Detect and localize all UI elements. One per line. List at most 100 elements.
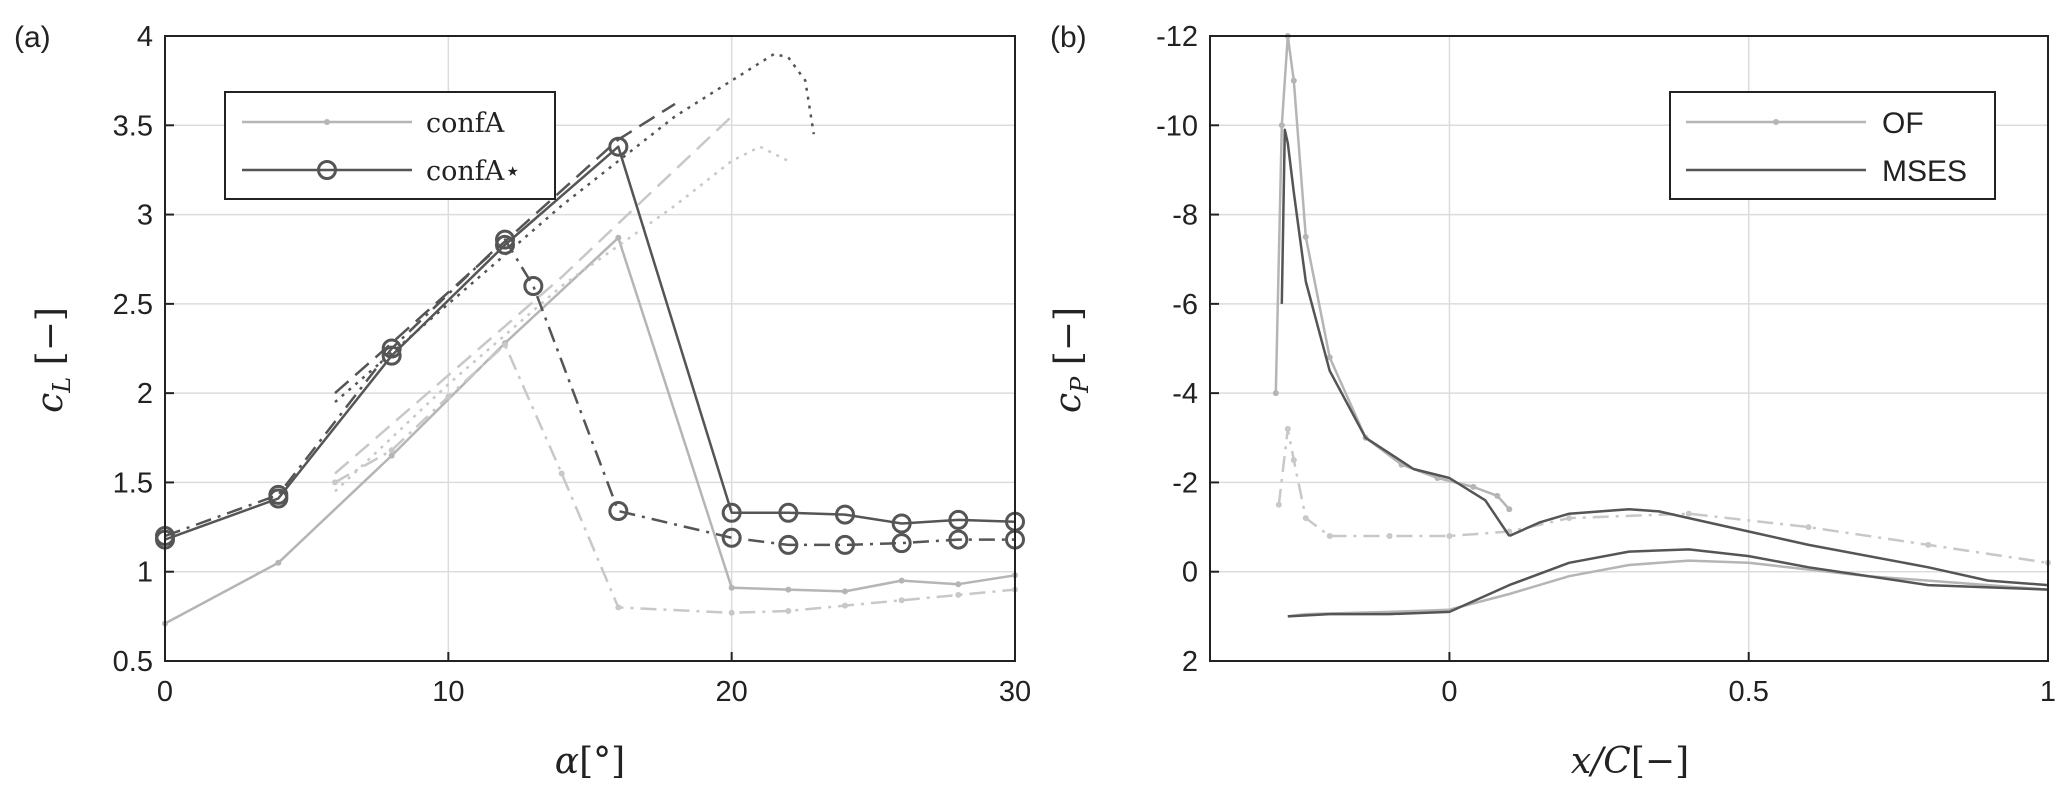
panel-a-ticks: 0 10 20 30 0.5 1 1.5 2 2.5 3 3.5 4 [113,21,1031,708]
y-tick-label: 0 [1182,557,1198,589]
x-tick-label: 0 [1441,676,1457,708]
y-tick-label: 2 [1182,646,1198,678]
y-tick-label: 4 [137,21,153,53]
data-point [1272,390,1279,397]
data-point [615,234,622,241]
y-tick-label: -4 [1172,378,1198,410]
panel-b-series [1272,33,2051,618]
y-tick-label: -10 [1156,110,1198,142]
panel-b-frame [1209,35,2049,662]
data-point [1278,122,1285,129]
data-point [835,534,855,555]
legend-label-OF: OF [1882,107,1924,140]
data-point [1506,506,1513,513]
x-tick-label: 30 [999,676,1031,708]
panel-b-ticks: 0 0.5 1 -12 -10 -8 -6 -4 -2 0 2 [1156,21,2056,708]
legend-label-confA-star: confA⋆ [426,156,521,187]
data-point [388,452,395,459]
data-point [955,591,962,598]
y-tick-label: 0.5 [113,646,153,678]
data-point [1386,533,1393,539]
data-point [955,581,962,588]
x-tick-label: 10 [432,676,464,708]
data-point [615,604,622,611]
data-point [948,529,969,550]
data-point [1494,492,1501,499]
data-point [728,609,735,616]
data-point [332,479,338,486]
y-tick-label: 2.5 [113,289,153,321]
data-point [778,502,799,523]
data-point [1302,515,1309,522]
data-point [842,588,848,595]
panel-b-chart: 0 0.5 1 -12 -10 -8 -6 -4 -2 0 2 cP [−] x/C[−] OF M… [1048,21,2056,782]
data-point [268,484,289,505]
data-point [608,501,629,521]
x-tick-label: 20 [716,676,748,708]
y-tick-label: 2 [137,378,153,410]
panel-b-xlabel: x/C[−] [1571,741,1689,782]
series-line [164,145,1016,541]
x-tick-label: 0 [157,676,173,708]
y-tick-label: -2 [1172,467,1198,499]
series-line [164,238,1015,547]
data-point [1290,77,1297,84]
data-point [1446,533,1453,539]
data-point [1805,524,1812,531]
x-tick-label: 1 [2040,676,2056,708]
data-point [445,393,452,400]
y-tick-label: 1.5 [113,467,153,499]
data-point [1326,354,1333,361]
data-point [948,509,969,530]
panel-a-xlabel: α[°] [555,741,625,782]
data-point [275,559,282,566]
data-point [1925,541,1932,548]
data-point [523,276,544,296]
data-point [891,513,912,534]
series-line [1287,548,2049,618]
panel-b-ylabel: cP [−] [1048,307,1094,413]
legend-label-confA: confA [426,108,505,139]
series-line [334,343,1016,615]
data-point [558,470,565,477]
legend-marker-confA-star [317,160,337,180]
panel-a-frame [164,35,1016,662]
data-point [1302,233,1309,240]
data-point [898,597,905,604]
data-point [785,586,792,593]
panel-a-grid [164,35,1016,662]
data-point [842,602,848,609]
series-line [1274,34,1511,511]
data-point [1566,515,1573,522]
data-point [778,534,799,555]
panel-a-label: (a) [14,21,51,54]
data-point [502,341,508,348]
series-line [1280,128,1511,537]
series-line [1287,559,2049,618]
data-point [1275,501,1282,508]
series-line [334,145,789,493]
panel-b-legend: OF MSES [1669,91,1996,200]
data-point [1290,457,1297,464]
panel-a-series [155,52,1025,627]
y-tick-label: -12 [1156,21,1198,53]
data-point [1685,510,1692,517]
data-point [1326,533,1333,539]
data-point [388,447,395,454]
data-point [721,502,742,523]
data-point [728,584,735,591]
y-tick-label: 3.5 [113,110,153,142]
legend-marker-OF [1773,119,1779,125]
panel-a-ylabel: cL [−] [30,307,76,413]
series-line [1508,507,2049,587]
panel-a-legend: confA confA⋆ [224,91,556,200]
legend-marker-confA [324,119,330,125]
y-tick-label: 3 [137,200,153,232]
series-line [334,115,733,475]
x-tick-label: 0.5 [1729,676,1769,708]
data-point [1470,483,1477,490]
data-point [891,533,912,554]
legend-box [224,91,556,200]
y-tick-label: -6 [1172,289,1198,321]
